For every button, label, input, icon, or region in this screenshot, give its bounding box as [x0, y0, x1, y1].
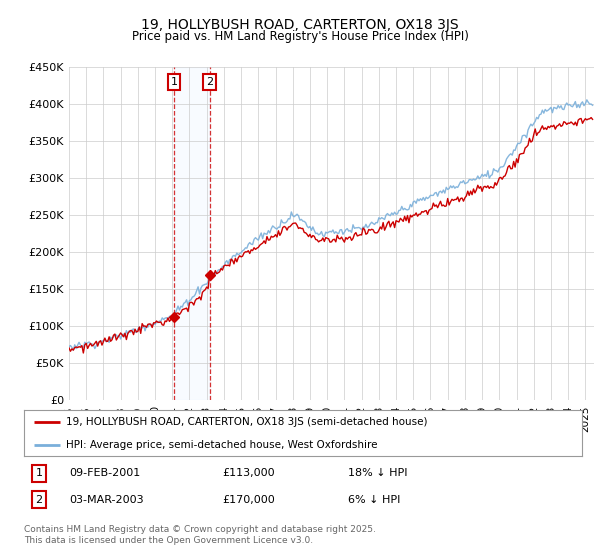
Text: HPI: Average price, semi-detached house, West Oxfordshire: HPI: Average price, semi-detached house,… — [66, 440, 377, 450]
Text: Contains HM Land Registry data © Crown copyright and database right 2025.
This d: Contains HM Land Registry data © Crown c… — [24, 525, 376, 545]
Text: 1: 1 — [35, 468, 43, 478]
Text: 1: 1 — [170, 77, 178, 87]
Text: 2: 2 — [35, 494, 43, 505]
Text: 09-FEB-2001: 09-FEB-2001 — [69, 468, 140, 478]
Text: 2: 2 — [206, 77, 213, 87]
Text: £113,000: £113,000 — [222, 468, 275, 478]
Bar — [174, 67, 209, 400]
Text: 6% ↓ HPI: 6% ↓ HPI — [348, 494, 400, 505]
Text: 19, HOLLYBUSH ROAD, CARTERTON, OX18 3JS (semi-detached house): 19, HOLLYBUSH ROAD, CARTERTON, OX18 3JS … — [66, 417, 427, 427]
Text: £170,000: £170,000 — [222, 494, 275, 505]
Text: 03-MAR-2003: 03-MAR-2003 — [69, 494, 143, 505]
Text: 18% ↓ HPI: 18% ↓ HPI — [348, 468, 407, 478]
Text: Price paid vs. HM Land Registry's House Price Index (HPI): Price paid vs. HM Land Registry's House … — [131, 30, 469, 43]
Text: 19, HOLLYBUSH ROAD, CARTERTON, OX18 3JS: 19, HOLLYBUSH ROAD, CARTERTON, OX18 3JS — [141, 18, 459, 32]
